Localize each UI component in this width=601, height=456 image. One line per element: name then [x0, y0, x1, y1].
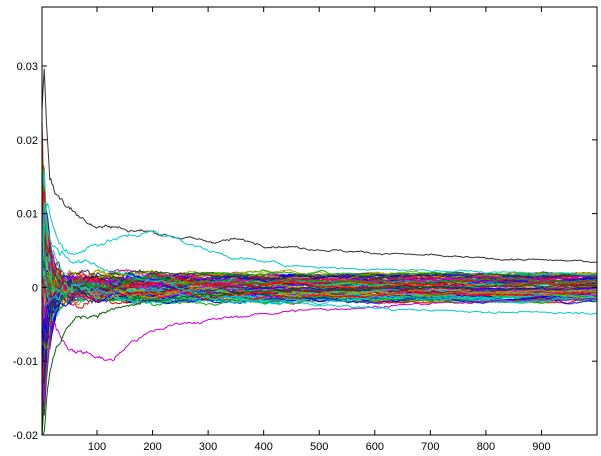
- series-line-91: [41, 184, 597, 290]
- series-line-100: [42, 284, 597, 436]
- series-line-93: [41, 255, 597, 297]
- x-tick-label: 500: [310, 441, 328, 453]
- series-line-88: [41, 232, 597, 305]
- series-line-98: [41, 201, 597, 315]
- x-tick-label: 900: [532, 441, 550, 453]
- x-tick-label: 400: [254, 441, 272, 453]
- series-line-87: [41, 190, 597, 293]
- series-line-85: [41, 272, 597, 372]
- y-tick-label: 0.01: [17, 209, 38, 221]
- axes-frame: [41, 6, 598, 436]
- y-tick-label: 0: [32, 282, 38, 294]
- plot-area: [42, 7, 597, 435]
- series-line-97: [41, 297, 597, 403]
- tick-layer: 100 200 300 400 500 600 700 800 900 -0.02 -0.01 0 0.…: [13, 7, 597, 453]
- x-tick-label: 300: [199, 441, 217, 453]
- series-line-80: [41, 269, 597, 294]
- series-line-96: [41, 68, 597, 264]
- y-tick-label: 0.03: [17, 61, 38, 73]
- series-line-71: [41, 244, 597, 296]
- x-tick-label: 600: [366, 441, 384, 453]
- series-line-94: [41, 172, 597, 303]
- series-line-99: [41, 202, 597, 286]
- x-tick-label: 200: [143, 441, 161, 453]
- y-tick-label: -0.01: [13, 356, 38, 368]
- x-tick-label: 800: [477, 441, 495, 453]
- y-tick-label: 0.02: [17, 135, 38, 147]
- series-layer: [41, 68, 597, 436]
- y-tick-label: -0.02: [13, 430, 38, 442]
- x-tick-label: 100: [88, 441, 106, 453]
- series-line-51: [41, 269, 597, 301]
- x-tick-label: 700: [421, 441, 439, 453]
- series-line-95: [41, 261, 597, 306]
